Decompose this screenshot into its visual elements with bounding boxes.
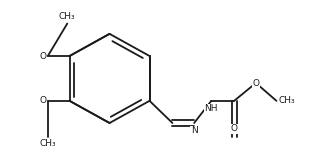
Text: O: O [252,79,260,87]
Text: CH₃: CH₃ [40,139,56,148]
Text: O: O [40,51,47,61]
Text: NH: NH [204,104,218,113]
Text: CH₃: CH₃ [59,12,76,21]
Text: O: O [40,96,47,105]
Text: N: N [191,126,197,135]
Text: O: O [231,124,238,133]
Text: CH₃: CH₃ [278,96,295,105]
